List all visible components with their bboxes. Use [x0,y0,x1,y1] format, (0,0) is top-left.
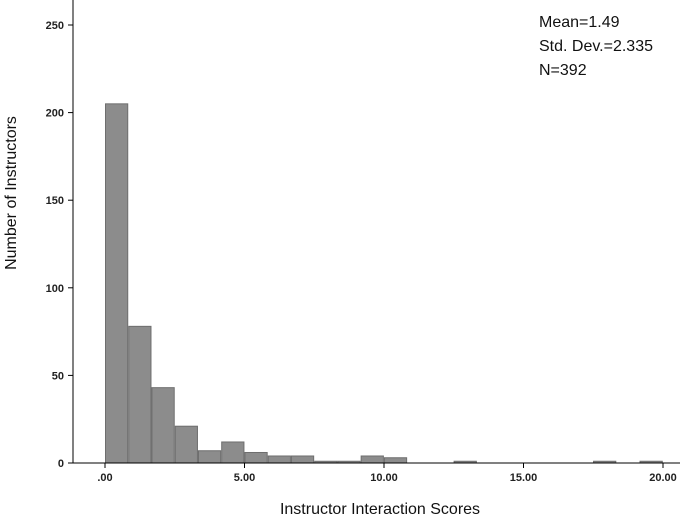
x-axis-title: Instructor Interaction Scores [280,501,480,516]
x-tick-label: 15.00 [510,472,538,484]
histogram-bar [383,457,408,464]
y-tick-label: 100 [46,283,64,295]
y-tick-label: 200 [46,108,64,120]
x-tick-label: .00 [97,472,112,484]
histogram-bar [128,325,152,464]
y-tick-label: 50 [52,370,64,382]
stats-std-dev: Std. Dev.=2.335 [539,38,653,55]
y-axis-ticks: 0 50 100 150 200 250 [46,20,73,470]
stats-annotation: Mean=1.49 Std. Dev.=2.335 N=392 [539,14,653,79]
y-tick-label: 150 [46,195,64,207]
histogram-bars [105,103,663,464]
histogram-bar [290,455,315,464]
y-axis-title: Number of Instructors [3,116,20,270]
stats-n: N=392 [539,62,587,79]
y-tick-label: 250 [46,20,64,32]
histogram-bar [221,441,245,464]
x-tick-label: 10.00 [370,472,398,484]
histogram-bar [151,387,175,464]
y-tick-label: 0 [58,458,64,470]
histogram-bar [174,425,198,464]
stats-mean: Mean=1.49 [539,14,620,31]
x-axis-ticks: .00 5.00 10.00 15.00 20.00 [97,463,677,484]
histogram-bar [360,455,384,464]
x-tick-label: 5.00 [234,472,255,484]
histogram-bar [244,451,268,464]
histogram-bar [197,450,222,464]
histogram-bar [267,455,291,464]
x-tick-label: 20.00 [649,472,677,484]
histogram-bar [105,103,129,464]
